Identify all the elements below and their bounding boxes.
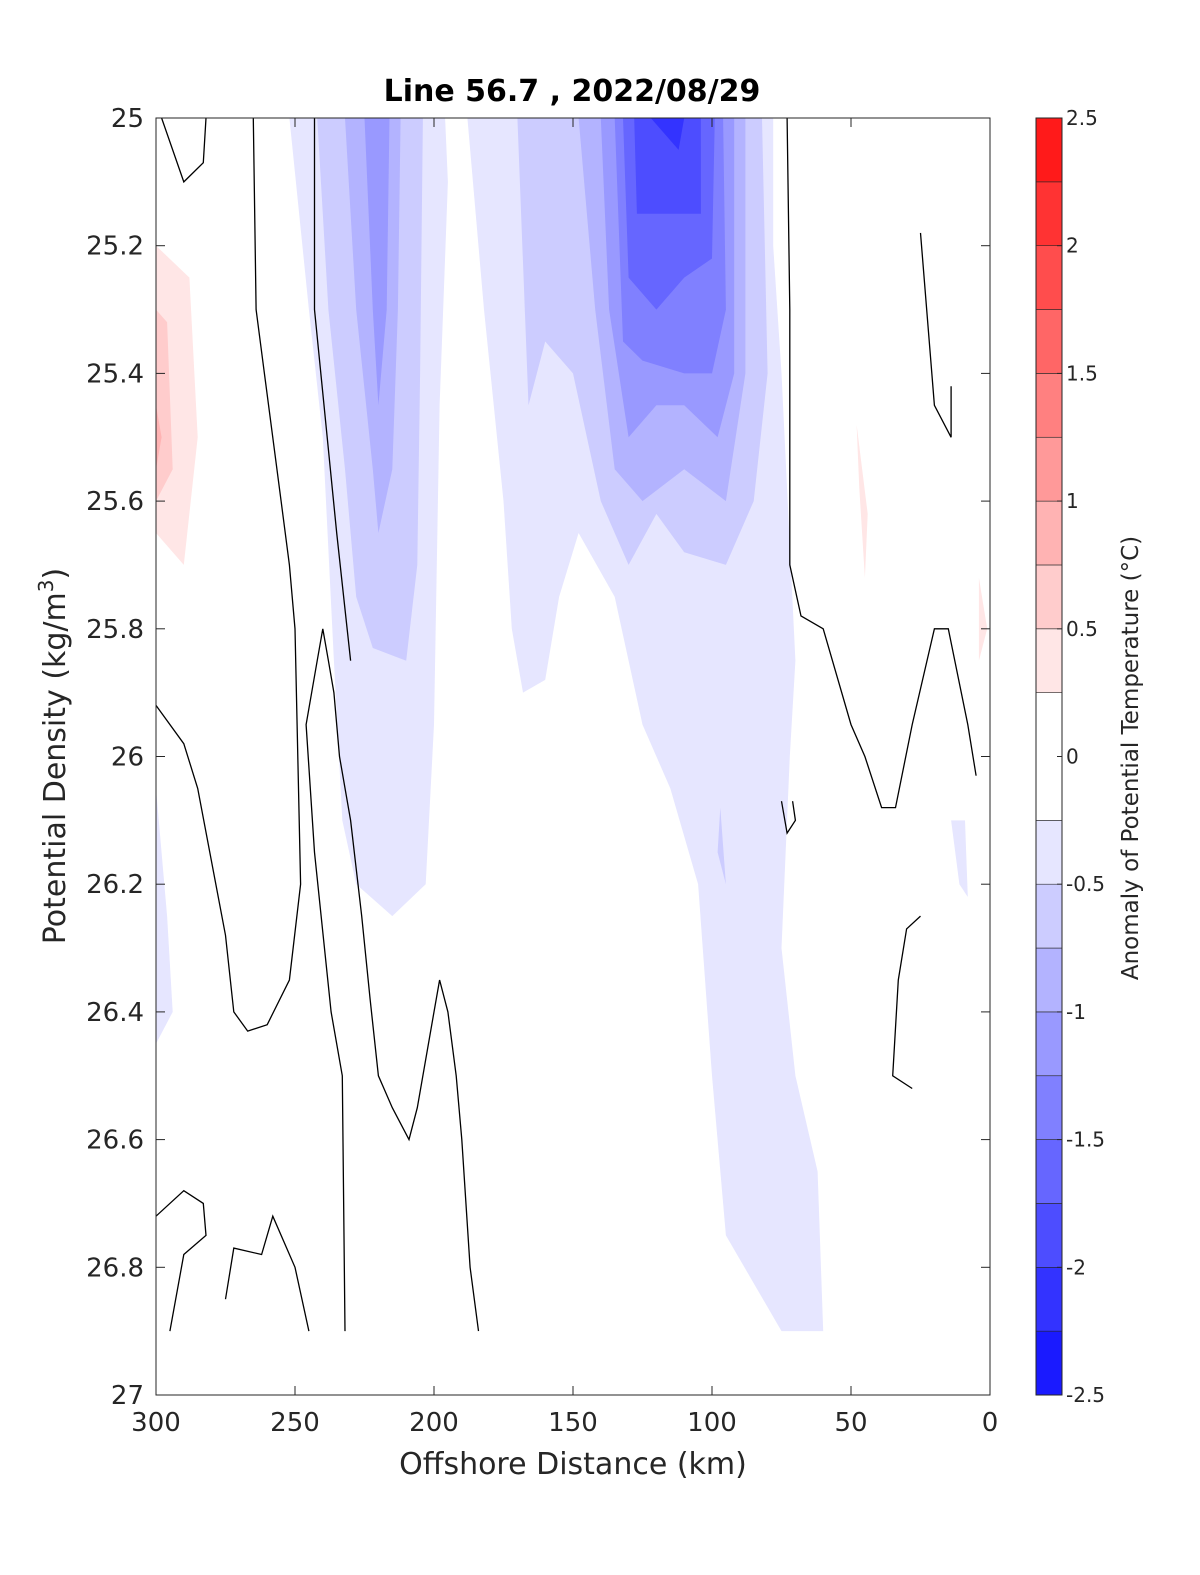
colorbar-tick-label: 1.5 — [1066, 361, 1098, 385]
y-axis-label: Potential Density (kg/m3) — [34, 568, 73, 944]
colorbar-tick-label: 0.5 — [1066, 617, 1098, 641]
zero-contour-line — [780, 801, 797, 835]
colorbar-tick-label: 1 — [1066, 489, 1079, 513]
x-tick-label: 200 — [409, 1408, 459, 1438]
contour-region — [156, 181, 334, 1019]
colorbar-segment — [1035, 245, 1063, 310]
colorbar-segment — [1035, 1330, 1063, 1396]
x-tick-label: 300 — [131, 1408, 181, 1438]
contour-region — [962, 513, 990, 706]
y-tick-label: 26.8 — [86, 1253, 144, 1283]
contour-region — [856, 424, 868, 578]
colorbar-tick-label: 2 — [1066, 234, 1079, 258]
colorbar-segment — [1035, 947, 1063, 1013]
y-axis-label-sup: 3 — [34, 579, 58, 592]
x-tick-label: 150 — [548, 1408, 598, 1438]
colorbar-segment — [1035, 628, 1063, 693]
colorbar-segment — [1035, 309, 1063, 374]
colorbar-tick-label: -1 — [1066, 1000, 1086, 1024]
contour-region — [634, 118, 701, 214]
colorbar-segment — [1035, 373, 1063, 438]
colorbar-segment — [1035, 1011, 1063, 1077]
colorbar-label: Anomaly of Potential Temperature (°C) — [1118, 536, 1144, 980]
colorbar-segment — [1035, 1139, 1063, 1204]
colorbar — [1035, 117, 1063, 1396]
zero-contour-line — [919, 232, 952, 438]
y-tick-label: 26.6 — [86, 1126, 144, 1156]
y-axis-label-close: ) — [38, 568, 73, 580]
contour-region — [803, 118, 935, 661]
y-axis-label-main: Potential Density (kg/m — [38, 592, 73, 944]
zero-contour-line — [224, 1214, 310, 1332]
zero-contour-line — [313, 118, 352, 661]
contour-region — [156, 405, 162, 470]
colorbar-segment — [1035, 436, 1063, 502]
contour-fill-layer — [156, 118, 990, 1332]
chart-title: Line 56.7 , 2022/08/29 — [384, 74, 761, 109]
colorbar-tick-label: -0.5 — [1066, 872, 1105, 896]
colorbar-segment — [1035, 1075, 1063, 1140]
y-axis: 25 25.2 25.4 25.6 25.8 26 26.2 26.4 26.6 26.8 27 — [86, 104, 990, 1411]
colorbar-segment — [1035, 883, 1063, 949]
colorbar-segment — [1035, 1203, 1063, 1268]
colorbar-segment — [1035, 564, 1063, 630]
colorbar-segment — [1035, 820, 1063, 885]
colorbar-tick-label: -1.5 — [1066, 1128, 1105, 1152]
colorbar-tick-label: -2 — [1066, 1255, 1086, 1279]
y-tick-label: 25.2 — [86, 232, 144, 262]
y-tick-label: 25.4 — [86, 359, 144, 389]
contour-region — [156, 309, 173, 502]
x-tick-label: 100 — [687, 1408, 737, 1438]
colorbar-segment — [1035, 500, 1063, 566]
colorbar-tick-label: -2.5 — [1066, 1383, 1105, 1407]
y-tick-label: 26.2 — [86, 870, 144, 900]
x-tick-label: 0 — [982, 1408, 999, 1438]
colorbar-tick-label: 0 — [1066, 745, 1079, 769]
contour-region — [717, 807, 726, 885]
zero-contour-layer — [155, 117, 977, 1332]
x-tick-label: 250 — [270, 1408, 320, 1438]
zero-contour-line — [155, 1189, 207, 1332]
contour-region — [156, 788, 173, 1044]
x-axis: 300 250 200 150 100 50 0 — [131, 118, 998, 1438]
x-axis-label: Offshore Distance (km) — [399, 1447, 747, 1482]
colorbar-ticks: -2.5 -2 -1.5 -1 -0.5 0 0.5 1 1.5 2 2.5 — [1057, 106, 1105, 1407]
contour-region — [650, 118, 685, 150]
colorbar-segment — [1035, 117, 1063, 183]
contour-region — [978, 577, 988, 661]
contour-region — [951, 820, 968, 897]
zero-contour-line — [786, 117, 977, 809]
colorbar-segment — [1035, 181, 1063, 247]
y-tick-label: 25.6 — [86, 487, 144, 517]
zero-contour-line — [305, 628, 480, 1332]
y-tick-label: 25.8 — [86, 615, 144, 645]
zero-contour-line — [155, 117, 302, 1032]
colorbar-tick-label: 2.5 — [1066, 106, 1098, 130]
contour-region — [364, 118, 390, 406]
zero-contour-line — [892, 915, 921, 1090]
y-tick-label: 26.4 — [86, 998, 144, 1028]
y-tick-label: 25 — [111, 104, 144, 134]
y-tick-label: 26 — [111, 743, 144, 773]
y-tick-label: 27 — [111, 1381, 144, 1411]
colorbar-segment — [1035, 1267, 1063, 1332]
zero-contour-line — [160, 117, 207, 184]
x-tick-label: 50 — [834, 1408, 867, 1438]
